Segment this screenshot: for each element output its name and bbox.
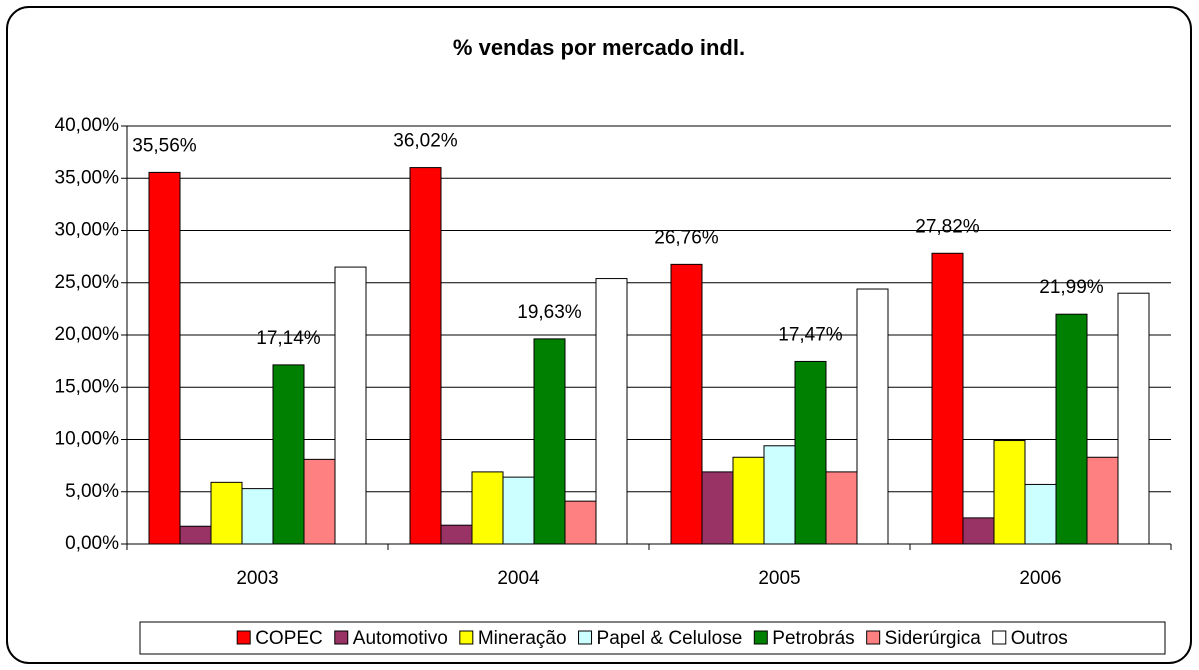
x-tick-label: 2006 bbox=[1019, 568, 1061, 589]
bar bbox=[179, 525, 212, 545]
x-tick-label: 2003 bbox=[236, 568, 278, 589]
y-tick-label: 40,00% bbox=[55, 115, 120, 136]
y-tick-label: 15,00% bbox=[55, 376, 120, 397]
data-label: 17,47% bbox=[778, 324, 843, 345]
bar bbox=[148, 171, 181, 545]
bar bbox=[1117, 292, 1150, 545]
data-label: 26,76% bbox=[654, 227, 719, 248]
bar bbox=[471, 471, 504, 545]
y-tick-label: 10,00% bbox=[55, 429, 120, 450]
legend-swatch bbox=[992, 630, 1007, 645]
legend: COPEC Automotivo Mineração Papel & Celulose… bbox=[236, 628, 1068, 649]
bar bbox=[993, 440, 1026, 545]
bar bbox=[303, 458, 336, 545]
bar bbox=[1024, 483, 1057, 545]
bar bbox=[409, 167, 442, 545]
x-tick-label: 2004 bbox=[497, 568, 540, 589]
y-tick-label: 25,00% bbox=[55, 272, 120, 293]
bar bbox=[825, 471, 858, 545]
bar bbox=[931, 252, 964, 545]
bar bbox=[533, 338, 566, 545]
legend-label: Siderúrgica bbox=[885, 628, 982, 649]
bar bbox=[334, 266, 367, 545]
data-label: 19,63% bbox=[517, 302, 582, 323]
bar bbox=[670, 263, 703, 545]
bar bbox=[502, 476, 535, 545]
bar bbox=[732, 456, 765, 545]
legend-label: Papel & Celulose bbox=[597, 628, 743, 649]
y-tick-label: 30,00% bbox=[55, 220, 120, 241]
bar bbox=[1086, 456, 1119, 545]
bar bbox=[440, 524, 473, 545]
legend-swatch bbox=[866, 630, 881, 645]
bar bbox=[701, 471, 734, 545]
bar bbox=[564, 500, 597, 545]
bar bbox=[241, 488, 274, 545]
data-label: 17,14% bbox=[256, 328, 321, 349]
bar bbox=[272, 364, 305, 545]
data-label: 27,82% bbox=[915, 216, 980, 237]
y-tick-label: 0,00% bbox=[65, 533, 119, 554]
bar bbox=[856, 288, 889, 545]
bar bbox=[794, 360, 827, 545]
legend-label: Mineração bbox=[478, 628, 567, 649]
legend-swatch bbox=[459, 630, 474, 645]
y-tick-label: 20,00% bbox=[55, 324, 120, 345]
bar bbox=[962, 517, 995, 545]
legend-swatch bbox=[578, 630, 593, 645]
bar bbox=[763, 445, 796, 545]
legend-label: Automotivo bbox=[353, 628, 448, 649]
bar bbox=[1055, 313, 1088, 545]
data-label: 36,02% bbox=[393, 131, 458, 152]
bar bbox=[595, 278, 628, 545]
y-tick-label: 35,00% bbox=[55, 167, 120, 188]
bar bbox=[210, 481, 243, 545]
legend-label: Outros bbox=[1011, 628, 1068, 649]
legend-swatch bbox=[334, 630, 349, 645]
chart-title: % vendas por mercado indl. bbox=[453, 35, 745, 60]
legend-label: COPEC bbox=[255, 628, 323, 649]
data-label: 35,56% bbox=[132, 135, 197, 156]
legend-swatch bbox=[236, 630, 251, 645]
data-label: 21,99% bbox=[1039, 277, 1104, 298]
y-tick-label: 5,00% bbox=[65, 481, 119, 502]
legend-label: Petrobrás bbox=[772, 628, 854, 649]
legend-swatch bbox=[753, 630, 768, 645]
x-tick-label: 2005 bbox=[758, 568, 800, 589]
